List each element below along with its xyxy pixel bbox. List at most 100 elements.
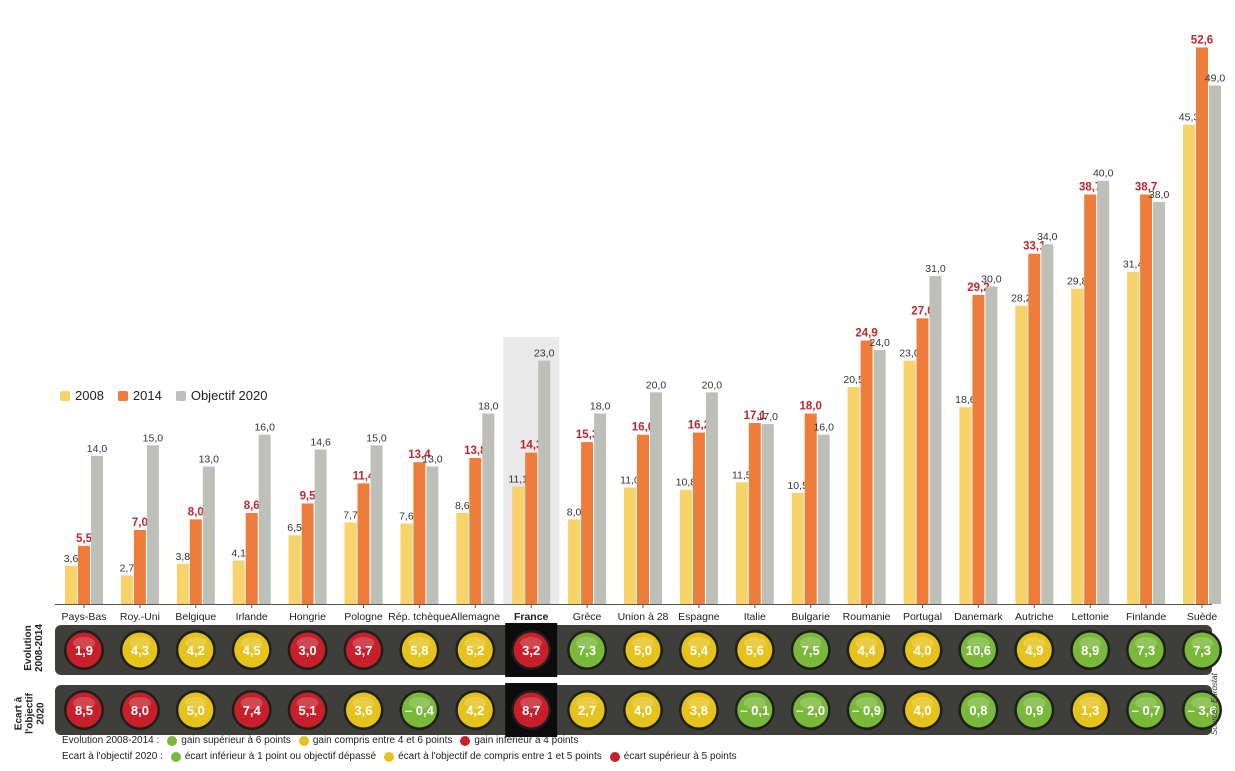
indicator-value-bulgarie: – 2,0	[796, 703, 825, 718]
bar-2014-grece	[581, 442, 594, 604]
bar-target-rep-tcheque	[426, 466, 439, 604]
status-dot-yellow-belgique	[178, 632, 214, 668]
dot-gloss	[911, 697, 934, 709]
bar-2008-belgique	[176, 563, 189, 604]
x-tick-label-grece: Grèce	[573, 611, 602, 623]
bar-2014-pologne	[357, 483, 370, 604]
x-tick-label-portugal: Portugal	[903, 611, 942, 623]
status-dot-yellow-espagne	[681, 632, 717, 668]
data-label-2008-pologne: 7,7	[343, 510, 358, 522]
dot-gloss	[240, 697, 263, 709]
dot-gloss	[464, 697, 487, 709]
indicator-value-lettonie: 1,3	[1081, 703, 1099, 718]
bar-2014-finlande	[1140, 194, 1153, 604]
bar-2014-portugal	[916, 318, 929, 604]
indicator-value-pays-bas: 8,5	[75, 703, 93, 718]
dot-gloss	[296, 637, 319, 649]
data-label-2014-france: 14,3	[520, 440, 542, 452]
dot-gloss	[687, 697, 710, 709]
data-label-2008-france: 11,1	[508, 474, 528, 486]
bar-2014-allemagne	[469, 457, 482, 604]
bar-target-allemagne	[482, 413, 495, 604]
dot-gloss	[73, 697, 95, 709]
data-label-target-union-a-28: 20,0	[646, 379, 667, 391]
bar-target-union-a-28	[650, 392, 662, 604]
indicator-value-irlande: 7,4	[243, 703, 262, 718]
footer-item-yellow: écart à l'objectif de compris entre 1 et…	[398, 751, 602, 762]
status-dot-green-italie	[737, 692, 773, 728]
bar-2008-espagne	[679, 489, 692, 604]
status-dot-green-rep-tcheque	[401, 692, 437, 728]
bar-2014-bulgarie	[804, 413, 817, 604]
data-label-target-hongrie: 14,6	[310, 437, 331, 449]
indicator-value-suede: – 3,6	[1188, 703, 1217, 718]
data-label-target-portugal: 31,0	[925, 263, 946, 275]
dot-gloss	[576, 637, 599, 649]
bar-2008-allemagne	[456, 512, 469, 604]
bar-2008-roumanie	[847, 387, 860, 604]
indicator-value-portugal: 4,0	[913, 643, 931, 658]
data-label-2014-bulgarie: 18,0	[800, 401, 822, 413]
data-label-2014-lettonie: 38,7	[1079, 181, 1101, 193]
data-label-2008-belgique: 3,8	[175, 551, 190, 563]
status-dot-green-bulgarie	[793, 632, 829, 668]
chart-legend: 2008 2014 Objectif 2020	[60, 388, 267, 403]
dot-gloss	[408, 697, 431, 709]
x-tick-label-danemark: Danemark	[954, 611, 1003, 623]
bar-2008-finlande	[1127, 271, 1140, 604]
data-label-2008-bulgarie: 10,5	[787, 480, 808, 492]
data-label-target-belgique: 13,0	[199, 453, 220, 465]
data-label-target-irlande: 16,0	[254, 422, 275, 434]
legend-item-2008: 2008	[60, 388, 104, 403]
data-label-target-italie: 17,0	[758, 411, 779, 423]
green-dot-icon	[170, 751, 181, 762]
indicator-value-roy-uni: 4,3	[131, 643, 149, 658]
data-label-2014-rep-tcheque: 13,4	[408, 449, 431, 461]
dot-gloss	[687, 637, 710, 649]
data-label-2008-grece: 8,0	[567, 506, 582, 518]
x-tick-label-lettonie: Lettonie	[1072, 611, 1110, 623]
status-dot-yellow-rep-tcheque	[401, 632, 437, 668]
bar-2014-italie	[748, 423, 761, 604]
bar-2014-pays-bas	[78, 545, 90, 604]
footer-item-red: gain inférieur à 4 points	[474, 735, 579, 746]
data-label-2008-italie: 11,5	[732, 469, 752, 481]
data-label-target-pologne: 15,0	[366, 432, 387, 444]
dot-gloss	[855, 637, 878, 649]
indicator-value-pologne: 3,7	[354, 643, 372, 658]
bar-target-bulgarie	[817, 434, 830, 604]
status-dot-yellow-allemagne	[457, 692, 493, 728]
dot-gloss	[799, 697, 822, 709]
status-dot-red-hongrie	[290, 692, 326, 728]
status-dot-yellow-lettonie	[1072, 692, 1108, 728]
legend-swatch-2014	[117, 390, 128, 401]
data-label-target-lettonie: 40,0	[1093, 168, 1114, 180]
data-label-2008-union-a-28: 11,0	[620, 475, 640, 487]
data-label-2014-finlande: 38,7	[1135, 181, 1157, 193]
yellow-dot-icon	[298, 735, 309, 746]
dot-gloss	[967, 697, 990, 709]
bar-target-pays-bas	[91, 455, 103, 604]
bar-target-espagne	[705, 392, 718, 604]
bar-2008-italie	[735, 482, 748, 604]
red-dot-icon	[609, 751, 620, 762]
footer-item-green: écart inférieur à 1 point ou objectif dé…	[184, 751, 377, 762]
data-label-2008-roy-uni: 2,7	[120, 562, 135, 574]
status-dot-red-pologne	[346, 632, 381, 668]
data-label-2014-irlande: 8,6	[244, 500, 260, 512]
data-label-2014-grece: 15,3	[576, 429, 598, 441]
status-dot-yellow-belgique	[178, 692, 214, 728]
status-dot-red-pays-bas	[66, 632, 102, 668]
bar-2008-bulgarie	[791, 492, 804, 604]
bar-2008-autriche	[1015, 305, 1028, 604]
indicator-value-grece: 2,7	[578, 703, 596, 718]
dot-gloss	[1135, 637, 1158, 649]
status-dot-yellow-irlande	[234, 632, 270, 668]
bar-2014-danemark	[972, 295, 985, 604]
x-tick-label-autriche: Autriche	[1015, 611, 1054, 623]
dot-gloss	[743, 637, 766, 649]
indicator-value-autriche: 4,9	[1025, 643, 1043, 658]
bar-2008-hongrie	[288, 535, 301, 604]
bar-target-autriche	[1041, 244, 1054, 604]
